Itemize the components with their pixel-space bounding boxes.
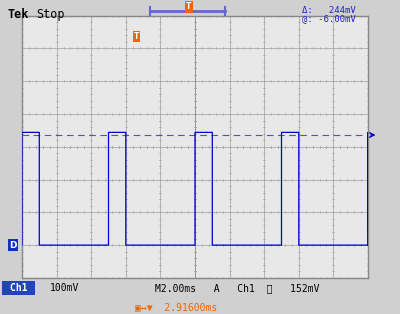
Text: D: D — [10, 241, 17, 250]
Text: @: -6.00mV: @: -6.00mV — [302, 14, 356, 23]
Text: Tek: Tek — [8, 8, 29, 21]
Text: M2.00ms   A   Ch1  ∯   152mV: M2.00ms A Ch1 ∯ 152mV — [155, 283, 320, 293]
Text: Stop: Stop — [36, 8, 64, 21]
Text: 100mV: 100mV — [50, 283, 79, 293]
Text: T: T — [186, 3, 192, 11]
Text: Ch1: Ch1 — [4, 283, 33, 293]
Text: ▣↔▼  2.91600ms: ▣↔▼ 2.91600ms — [135, 302, 217, 312]
Text: T: T — [134, 32, 139, 41]
Text: Δ:   244mV: Δ: 244mV — [302, 7, 356, 15]
